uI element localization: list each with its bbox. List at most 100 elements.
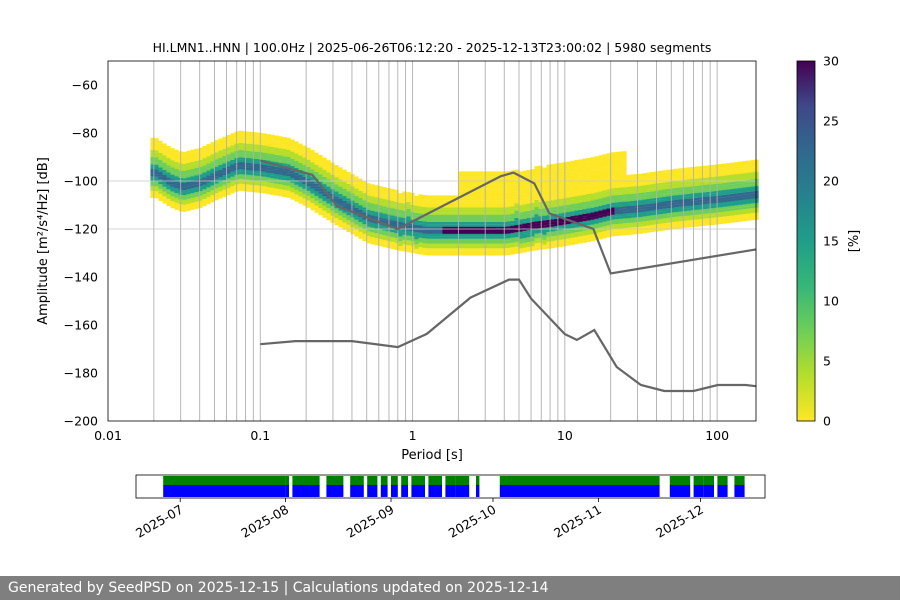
heatmap-cell bbox=[542, 186, 547, 190]
heatmap-cell bbox=[614, 168, 619, 172]
heatmap-cell bbox=[534, 221, 539, 224]
heatmap-cell bbox=[210, 173, 215, 176]
heatmap-cell bbox=[670, 200, 675, 203]
heatmap-cell bbox=[686, 193, 691, 197]
heatmap-cell bbox=[598, 162, 603, 166]
heatmap-cell bbox=[438, 236, 443, 239]
heatmap-cell bbox=[662, 208, 667, 212]
heatmap-cell bbox=[238, 178, 243, 182]
heatmap-cell bbox=[206, 189, 211, 193]
heatmap-cell bbox=[738, 190, 743, 193]
heatmap-cell bbox=[734, 190, 739, 194]
heatmap-cell bbox=[518, 212, 523, 215]
heatmap-cell bbox=[662, 201, 667, 204]
heatmap-cell bbox=[518, 226, 523, 230]
heatmap-cell bbox=[506, 228, 511, 232]
heatmap-cell bbox=[454, 207, 459, 210]
heatmap-cell bbox=[630, 174, 635, 177]
heatmap-cell bbox=[206, 199, 211, 202]
heatmap-cell bbox=[366, 204, 371, 208]
heatmap-cell bbox=[370, 193, 375, 197]
heatmap-cell bbox=[602, 171, 607, 174]
heatmap-cell bbox=[566, 173, 571, 177]
heatmap-cell bbox=[642, 175, 647, 179]
heatmap-cell bbox=[526, 184, 531, 187]
heatmap-cell bbox=[722, 180, 727, 183]
heatmap-cell bbox=[730, 215, 735, 218]
heatmap-cell bbox=[318, 157, 323, 161]
heatmap-cell bbox=[462, 221, 467, 225]
heatmap-cell bbox=[518, 185, 523, 189]
heatmap-cell bbox=[498, 217, 503, 220]
heatmap-cell bbox=[342, 215, 347, 218]
heatmap-cell bbox=[694, 183, 699, 186]
heatmap-cell bbox=[634, 183, 639, 187]
heatmap-cell bbox=[478, 245, 483, 249]
heatmap-cell bbox=[414, 203, 419, 206]
heatmap-cell bbox=[470, 217, 475, 220]
heatmap-cell bbox=[510, 244, 515, 248]
heatmap-cell bbox=[494, 173, 499, 177]
heatmap-cell bbox=[554, 228, 559, 231]
heatmap-cell bbox=[222, 170, 227, 173]
heatmap-cell bbox=[206, 168, 211, 171]
heatmap-cell bbox=[442, 233, 447, 237]
heatmap-cell bbox=[370, 241, 375, 245]
heatmap-cell bbox=[318, 203, 323, 206]
heatmap-cell bbox=[606, 215, 611, 219]
heatmap-cell bbox=[394, 242, 399, 246]
heatmap-cell bbox=[438, 212, 443, 215]
heatmap-cell bbox=[686, 222, 691, 226]
heatmap-cell bbox=[542, 169, 547, 173]
heatmap-cell bbox=[370, 222, 375, 226]
heatmap-cell bbox=[598, 179, 603, 182]
heatmap-cell bbox=[706, 167, 711, 171]
heatmap-cell bbox=[618, 209, 623, 212]
heatmap-cell bbox=[622, 225, 627, 229]
heatmap-cell bbox=[486, 241, 491, 244]
heatmap-cell bbox=[590, 169, 595, 172]
heatmap-cell bbox=[682, 215, 687, 219]
heatmap-cell bbox=[382, 213, 387, 216]
heatmap-cell bbox=[518, 229, 523, 232]
heatmap-cell bbox=[598, 224, 603, 228]
heatmap-cell bbox=[606, 210, 611, 214]
heatmap-cell bbox=[590, 178, 595, 182]
heatmap-cell bbox=[526, 225, 531, 228]
heatmap-cell bbox=[658, 190, 663, 193]
heatmap-cell bbox=[542, 181, 547, 185]
heatmap-cell bbox=[238, 133, 243, 136]
heatmap-cell bbox=[598, 217, 603, 221]
heatmap-cell bbox=[490, 221, 495, 225]
heatmap-cell bbox=[238, 147, 243, 151]
heatmap-cell bbox=[318, 195, 323, 199]
heatmap-cell bbox=[622, 201, 627, 205]
heatmap-cell bbox=[150, 185, 155, 189]
heatmap-cell bbox=[298, 143, 303, 147]
heatmap-cell bbox=[710, 174, 715, 178]
heatmap-cell bbox=[466, 229, 471, 232]
heatmap-cell bbox=[278, 193, 283, 197]
heatmap-cell bbox=[574, 220, 579, 223]
heatmap-cell bbox=[306, 162, 311, 165]
heatmap-cell bbox=[154, 150, 159, 153]
heatmap-cell bbox=[214, 147, 219, 150]
heatmap-cell bbox=[406, 194, 411, 198]
heatmap-cell bbox=[294, 182, 299, 185]
heatmap-cell bbox=[462, 197, 467, 201]
heatmap-cell bbox=[542, 205, 547, 209]
heatmap-cell bbox=[430, 248, 435, 251]
heatmap-cell bbox=[498, 190, 503, 194]
heatmap-cell bbox=[470, 185, 475, 189]
heatmap-cell bbox=[266, 182, 271, 185]
heatmap-cell bbox=[486, 219, 491, 222]
heatmap-cell bbox=[326, 162, 331, 166]
heatmap-cell bbox=[558, 225, 563, 228]
heatmap-cell bbox=[446, 200, 451, 203]
heatmap-cell bbox=[298, 198, 303, 202]
heatmap-cell bbox=[582, 180, 587, 183]
heatmap-cell bbox=[418, 230, 423, 233]
heatmap-cell bbox=[618, 177, 623, 181]
heatmap-cell bbox=[698, 166, 703, 169]
heatmap-cell bbox=[634, 226, 639, 230]
